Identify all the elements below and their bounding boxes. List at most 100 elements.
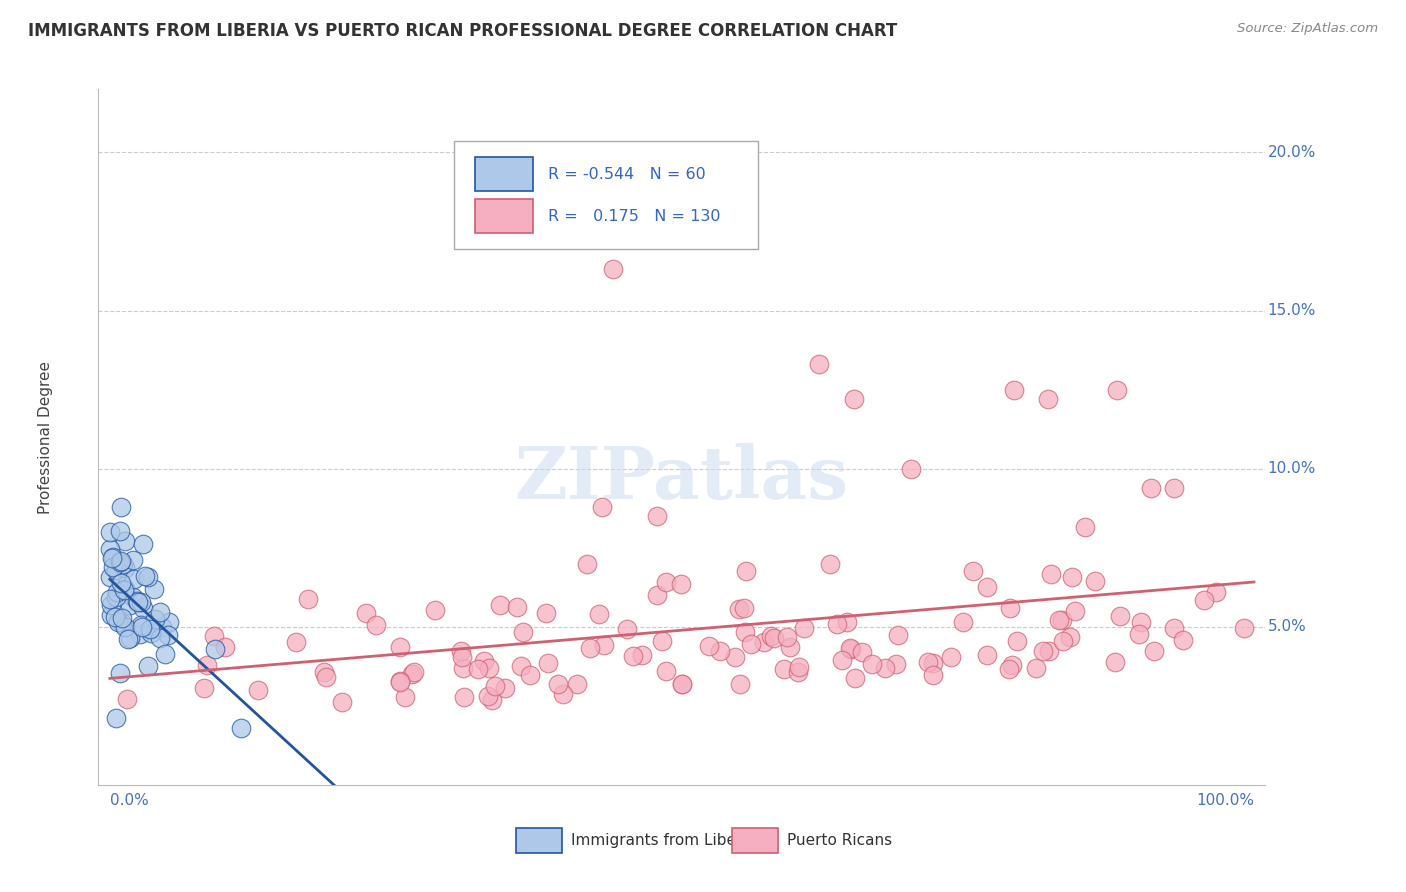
Point [537,656,560,670]
Point [962,564,984,578]
Point [752,635,775,649]
Point [202,629,225,643]
Point [401,666,423,681]
Point [122,553,145,567]
Point [105,590,128,604]
Text: 0.0%: 0.0% [110,793,149,808]
Point [887,628,910,642]
Point [841,641,863,656]
Point [1074,520,1097,534]
Point [107,615,129,630]
Point [131,618,153,632]
Point [1192,592,1215,607]
Point [112,582,135,596]
Text: 10.0%: 10.0% [1268,461,1316,476]
Point [388,674,411,689]
Point [143,582,166,597]
Point [488,598,510,612]
Point [112,582,135,597]
Point [314,665,336,680]
Point [477,661,499,675]
Point [510,659,533,673]
Point [645,589,668,603]
Point [101,550,124,565]
Point [284,635,307,649]
FancyBboxPatch shape [516,828,562,853]
Text: 20.0%: 20.0% [1268,145,1316,160]
Point [621,649,644,664]
Point [1233,621,1256,635]
Point [111,616,134,631]
Point [155,648,177,662]
Point [921,656,943,670]
Point [761,629,783,643]
Point [1040,567,1063,582]
Point [547,677,569,691]
Point [1063,604,1085,618]
Point [402,665,425,679]
Point [131,536,153,550]
Point [145,621,167,635]
Point [1036,392,1059,406]
Point [117,632,139,647]
Point [131,620,153,634]
Point [105,563,128,577]
Point [616,622,638,636]
Point [1163,622,1185,636]
Point [451,649,474,664]
Point [1205,585,1227,599]
Point [450,644,472,658]
Point [1059,630,1081,644]
Point [1171,632,1194,647]
Point [104,610,127,624]
Point [197,657,219,672]
Point [831,653,853,667]
Point [1038,643,1060,657]
Point [389,640,412,654]
Point [839,640,862,655]
Point [108,524,131,538]
Point [112,557,135,571]
Point [134,568,156,582]
Point [818,557,841,571]
Point [354,606,377,620]
Point [997,662,1019,676]
Text: 15.0%: 15.0% [1268,303,1316,318]
Point [125,593,148,607]
Point [873,661,896,675]
Point [114,620,136,634]
Point [1104,656,1126,670]
Point [394,690,416,704]
Point [477,690,499,704]
Point [1163,481,1185,495]
Point [139,622,162,636]
Point [1002,383,1025,397]
Point [1109,608,1132,623]
Point [651,634,673,648]
Text: R =   0.175   N = 130: R = 0.175 N = 130 [548,209,720,224]
Point [143,612,166,626]
FancyBboxPatch shape [475,157,533,192]
Point [1052,634,1074,648]
Point [591,500,613,514]
Point [139,626,162,640]
Point [1105,383,1128,397]
Point [105,711,128,725]
Point [315,670,337,684]
Point [108,666,131,681]
Point [100,607,122,622]
Point [388,674,411,689]
FancyBboxPatch shape [733,828,778,853]
Point [1062,570,1084,584]
Point [1025,661,1047,675]
Point [105,584,128,599]
Point [734,625,756,640]
Point [655,664,678,678]
Text: ZIPatlas: ZIPatlas [515,443,849,515]
Point [1084,574,1107,588]
Point [835,615,858,629]
Point [149,631,172,645]
Point [150,620,173,634]
Point [423,603,446,617]
Point [786,665,808,680]
